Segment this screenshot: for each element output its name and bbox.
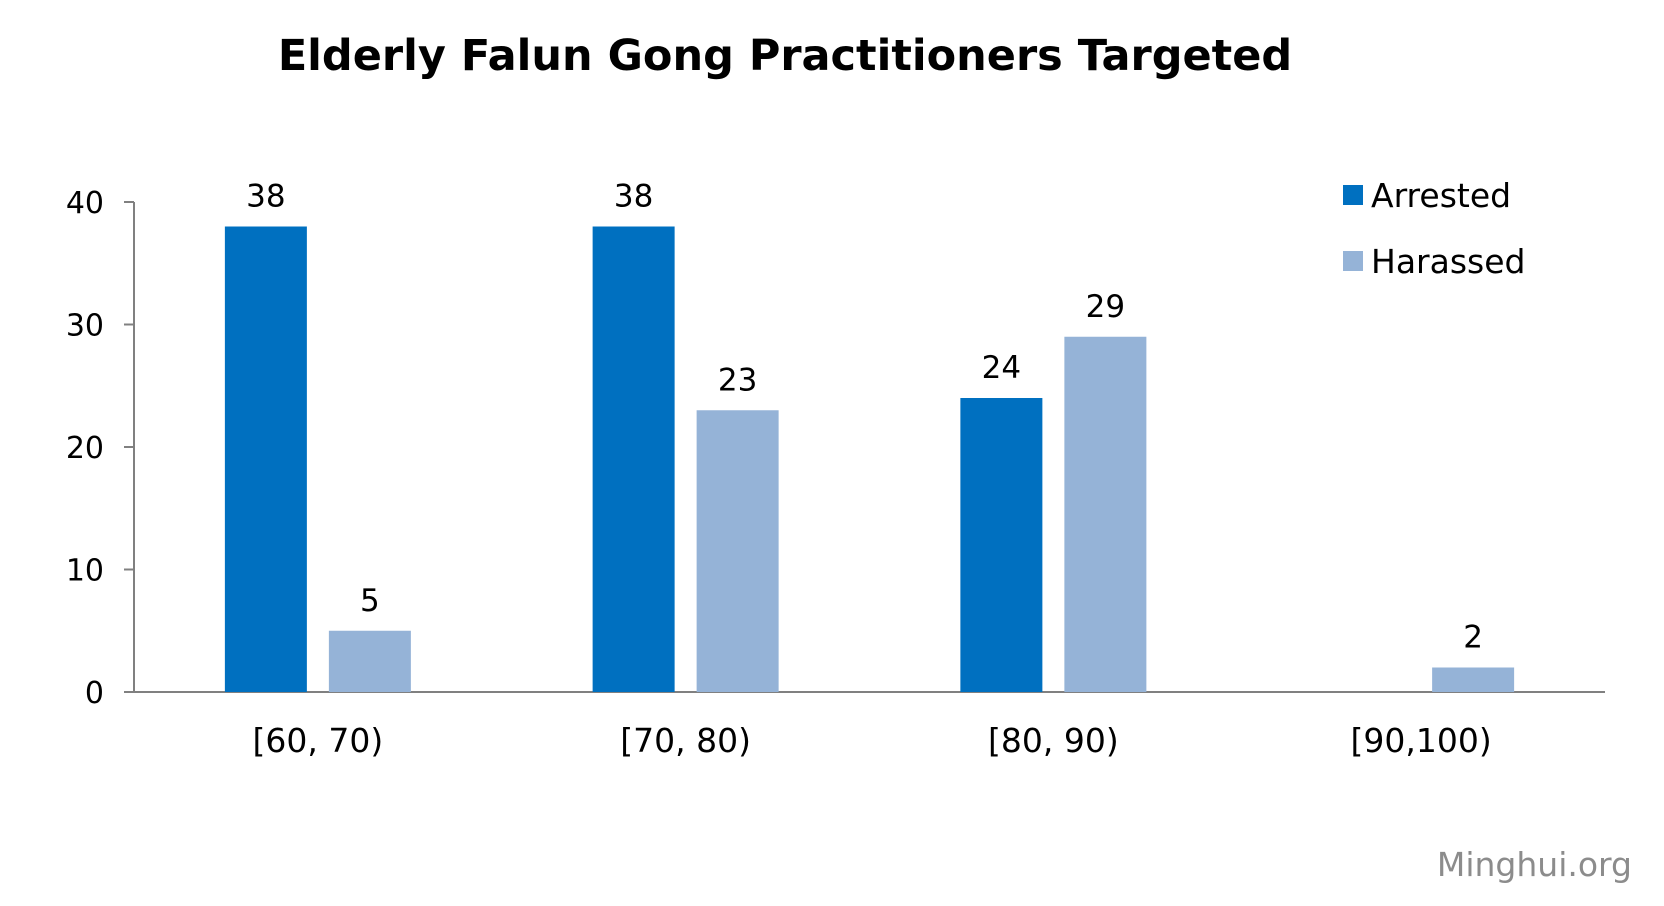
bar-harassed xyxy=(328,630,411,692)
watermark: Minghui.org xyxy=(1437,845,1632,884)
data-label: 38 xyxy=(614,179,653,215)
chart-title: Elderly Falun Gong Practitioners Targete… xyxy=(278,31,1292,81)
bar-arrested xyxy=(960,398,1043,692)
x-tick-label: [60, 70) xyxy=(253,721,384,760)
bar-harassed xyxy=(696,410,779,692)
legend-label: Harassed xyxy=(1371,242,1525,281)
data-label: 24 xyxy=(982,350,1021,386)
data-label: 2 xyxy=(1463,620,1483,656)
data-label: 5 xyxy=(360,583,380,619)
y-tick-label: 0 xyxy=(85,676,104,711)
bar-harassed xyxy=(1432,667,1515,692)
data-label: 23 xyxy=(718,362,757,398)
data-label: 29 xyxy=(1086,289,1125,325)
y-tick-label: 20 xyxy=(66,431,104,466)
bar-harassed xyxy=(1064,336,1147,692)
bar-arrested xyxy=(224,226,307,692)
y-tick-label: 30 xyxy=(66,309,104,344)
x-tick-label: [90,100) xyxy=(1351,721,1492,760)
legend-swatch xyxy=(1343,185,1363,205)
data-label: 38 xyxy=(246,179,285,215)
x-tick-label: [70, 80) xyxy=(620,721,751,760)
legend-label: Arrested xyxy=(1371,176,1511,215)
y-tick-label: 10 xyxy=(66,554,104,589)
y-tick-label: 40 xyxy=(66,186,104,221)
x-tick-label: [80, 90) xyxy=(988,721,1119,760)
bar-arrested xyxy=(592,226,675,692)
legend-swatch xyxy=(1343,251,1363,271)
